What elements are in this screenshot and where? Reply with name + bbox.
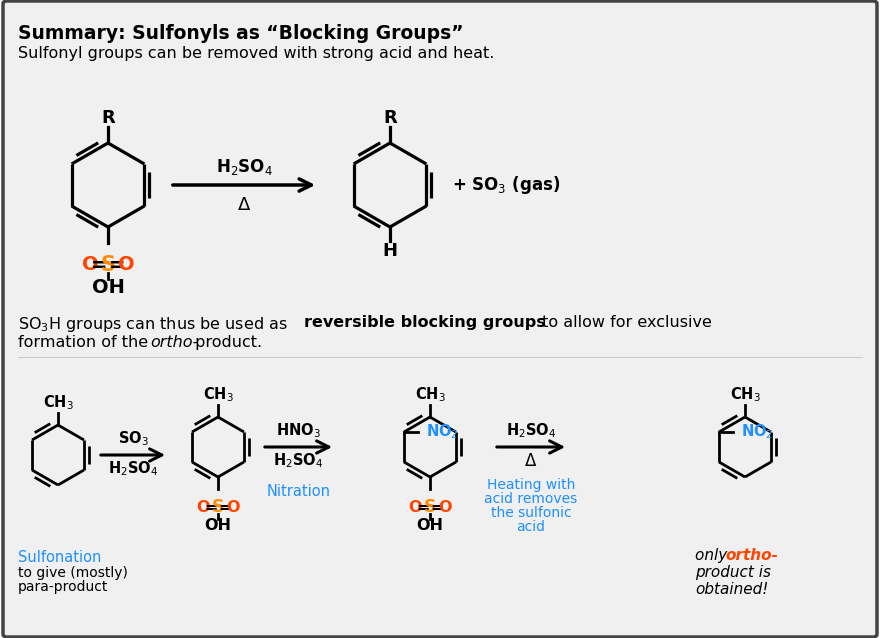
Text: O: O [118,255,134,274]
Text: ortho-: ortho- [150,335,198,350]
Text: + SO$_3$ (gas): + SO$_3$ (gas) [452,174,561,196]
Text: =: = [430,500,444,514]
Text: =: = [218,500,232,514]
Text: S: S [100,255,115,275]
FancyBboxPatch shape [3,1,877,637]
Text: R: R [383,109,397,127]
Text: O: O [438,500,451,514]
Text: H: H [383,242,398,260]
Text: NO$_2$: NO$_2$ [741,422,774,441]
Text: O: O [196,500,210,514]
Text: NO$_2$: NO$_2$ [426,422,458,441]
Text: CH$_3$: CH$_3$ [202,385,233,404]
Text: =: = [91,255,107,274]
Text: HNO$_3$: HNO$_3$ [276,422,321,440]
Text: to give (mostly): to give (mostly) [18,566,128,580]
Text: SO$_3$H groups can thus be used as: SO$_3$H groups can thus be used as [18,315,289,334]
Text: product is: product is [695,565,771,580]
Text: H$_2$SO$_4$: H$_2$SO$_4$ [108,459,158,478]
Text: the sulfonic: the sulfonic [491,506,571,520]
Text: OH: OH [204,518,231,533]
Text: Heating with: Heating with [487,478,576,492]
Text: only: only [695,548,732,563]
Text: O: O [82,255,99,274]
Text: CH$_3$: CH$_3$ [730,385,760,404]
Text: acid: acid [517,520,546,534]
Text: H$_2$SO$_4$: H$_2$SO$_4$ [216,157,273,177]
Text: O: O [408,500,422,514]
Text: S: S [424,498,436,516]
Text: para-product: para-product [18,580,108,594]
Text: CH$_3$: CH$_3$ [42,394,73,412]
Text: H$_2$SO$_4$: H$_2$SO$_4$ [506,422,556,440]
Text: to allow for exclusive: to allow for exclusive [537,315,712,330]
Text: product.: product. [190,335,262,350]
Text: =: = [108,255,125,274]
Text: Δ: Δ [525,452,537,470]
Text: H$_2$SO$_4$: H$_2$SO$_4$ [274,452,324,470]
Text: Nitration: Nitration [267,484,331,498]
Text: R: R [101,109,115,127]
Text: Summary: Sulfonyls as “Blocking Groups”: Summary: Sulfonyls as “Blocking Groups” [18,24,464,43]
Text: SO$_3$: SO$_3$ [118,429,149,449]
Text: Sulfonyl groups can be removed with strong acid and heat.: Sulfonyl groups can be removed with stro… [18,46,495,61]
Text: OH: OH [416,518,444,533]
Text: S: S [212,498,224,516]
Text: Sulfonation: Sulfonation [18,550,101,565]
Text: OH: OH [92,278,124,297]
Text: formation of the: formation of the [18,335,153,350]
Text: reversible blocking groups: reversible blocking groups [304,315,546,330]
Text: CH$_3$: CH$_3$ [414,385,445,404]
Text: ortho-: ortho- [725,548,778,563]
Text: Δ: Δ [238,196,250,214]
Text: O: O [226,500,239,514]
Text: =: = [204,500,217,514]
Text: =: = [416,500,429,514]
Text: obtained!: obtained! [695,582,768,597]
Text: acid removes: acid removes [484,492,577,506]
